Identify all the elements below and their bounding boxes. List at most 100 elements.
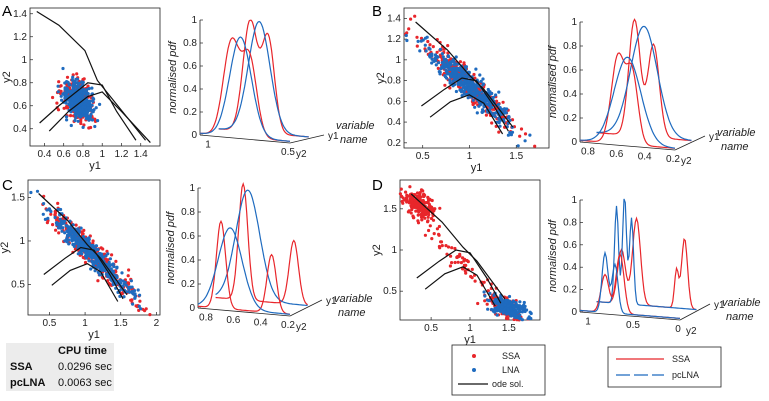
- lna-point: [61, 66, 65, 71]
- pdf-z-tick-label-B: 0: [571, 137, 577, 148]
- lna-point: [454, 89, 458, 94]
- x-tick-label-A: 1: [99, 149, 105, 160]
- lna-point: [434, 59, 438, 63]
- pdf-y1-label-A: y1: [328, 131, 339, 142]
- lna-point: [518, 313, 522, 317]
- lna-point: [115, 265, 119, 269]
- variable-label-A: variable: [336, 120, 375, 132]
- ssa-point: [446, 44, 450, 48]
- ssa-point: [57, 80, 61, 84]
- y-tick-label-B: 0.6: [387, 96, 401, 107]
- lna-point: [506, 304, 510, 308]
- lna-point: [425, 35, 429, 39]
- ode-solution-line-D: [410, 193, 506, 300]
- lna-point: [89, 103, 93, 107]
- lna-point: [506, 133, 510, 137]
- ssa-point: [432, 209, 436, 213]
- lna-point: [85, 110, 89, 114]
- name-label-B: name: [721, 141, 749, 153]
- lna-point: [78, 115, 82, 119]
- ssa-point: [129, 298, 133, 302]
- lna-point: [443, 59, 447, 63]
- ssa-point: [449, 254, 453, 258]
- ssa-point: [458, 60, 462, 64]
- lna-point: [452, 78, 456, 82]
- ssa-point: [415, 44, 419, 48]
- pdf-z-tick-label-C: 0.2: [181, 279, 195, 290]
- lna-point: [90, 259, 94, 263]
- ssa-point: [96, 279, 100, 283]
- lna-point: [495, 305, 500, 309]
- lna-point: [424, 49, 428, 53]
- lna-point: [69, 231, 73, 235]
- ssa-point: [405, 200, 409, 204]
- lna-point: [493, 299, 497, 303]
- cpu-time-ssa: 0.0296 sec: [58, 361, 112, 373]
- lna-pdf-curve-D: [596, 198, 697, 311]
- ssa-point: [455, 255, 459, 259]
- lna-point: [479, 79, 483, 83]
- lna-point: [419, 39, 423, 43]
- ssa-point: [473, 101, 477, 105]
- lna-point: [64, 224, 68, 228]
- lna-point: [448, 81, 452, 85]
- ssa-point: [407, 194, 411, 198]
- panel-label-B: B: [372, 3, 382, 20]
- lna-point: [509, 133, 513, 137]
- pdf-x-tick-label-C: 0.8: [199, 313, 213, 324]
- lna-point: [494, 111, 498, 115]
- lna-point: [516, 307, 520, 311]
- y-axis-label-D: y2: [371, 244, 383, 256]
- y-tick-label-D: 0.5: [383, 286, 397, 297]
- lna-point: [470, 81, 474, 85]
- ssa-point: [106, 279, 110, 283]
- lna-point: [73, 242, 78, 246]
- lna-point: [478, 91, 482, 95]
- lna-point: [430, 57, 434, 61]
- ssa-point: [470, 267, 474, 271]
- lna-point: [503, 303, 507, 307]
- lna-point: [77, 243, 81, 247]
- lna-point: [69, 90, 73, 94]
- ssa-point: [99, 246, 103, 250]
- pdf-x-axis-B: [579, 141, 676, 151]
- ssa-point: [426, 219, 430, 223]
- ssa-point: [407, 27, 411, 31]
- lna-point: [473, 105, 477, 109]
- lna-point: [82, 110, 86, 114]
- lna-point: [84, 251, 88, 255]
- pdf-z-tick-label-C: 0: [189, 303, 195, 314]
- ssa-point: [423, 233, 427, 237]
- pdf-z-tick-label-A: 0.2: [183, 107, 197, 118]
- ssa-point: [403, 198, 407, 202]
- ssa-point: [436, 66, 440, 70]
- lna-point: [454, 55, 458, 59]
- lna-point: [507, 294, 512, 299]
- lna-point: [93, 124, 97, 129]
- ssa-point: [411, 214, 415, 218]
- lna-point: [76, 97, 80, 101]
- lna-point: [109, 267, 113, 271]
- pdf-depth-axis-A: [289, 134, 325, 144]
- lna-point: [474, 67, 478, 71]
- lna-point: [522, 300, 526, 305]
- ssa-point: [420, 218, 424, 222]
- legend-pclna-label: pcLNA: [672, 370, 699, 380]
- lna-point: [53, 215, 57, 220]
- lna-point: [71, 87, 75, 91]
- ssa-pdf-curve-D: [596, 216, 697, 311]
- lna-point: [516, 144, 520, 148]
- ssa-point: [419, 188, 424, 192]
- ssa-point: [430, 237, 434, 241]
- lna-point: [56, 84, 60, 88]
- lna-point: [497, 120, 501, 124]
- lna-point: [78, 108, 82, 113]
- y-tick-label-D: 1.5: [383, 204, 397, 215]
- lna-point: [59, 207, 63, 212]
- lna-point: [460, 88, 464, 92]
- lna-point: [108, 257, 112, 261]
- x-tick-label-C: 2: [154, 318, 160, 329]
- legend-ssa-label: SSA: [502, 351, 520, 361]
- lna-point: [74, 237, 78, 242]
